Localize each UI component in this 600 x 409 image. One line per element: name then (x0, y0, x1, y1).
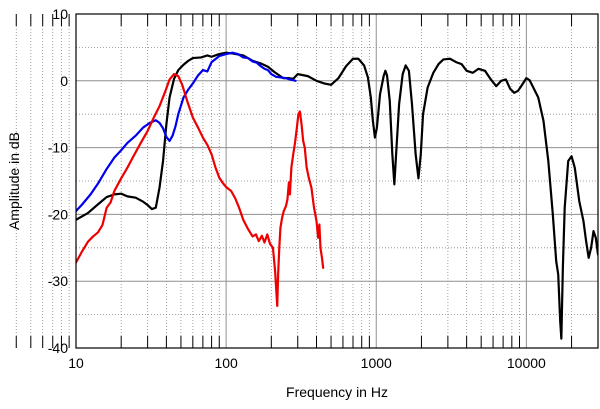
y-tick-labels: 10 0 -10 -20 -30 -40 (48, 6, 68, 356)
black-response-line (76, 51, 598, 340)
red-response-line (76, 73, 325, 308)
y-axis-label: Amplitude in dB (6, 132, 22, 230)
x-tick-label: 10 (68, 355, 84, 371)
y-tick-label: -20 (48, 206, 68, 222)
x-tick-label: 10000 (507, 355, 546, 371)
plot-frame (75, 13, 599, 349)
tick-marks (15, 14, 599, 348)
x-tick-label: 1000 (361, 355, 392, 371)
series-layer (76, 51, 598, 340)
y-tick-label: -40 (48, 340, 68, 356)
x-tick-label: 100 (214, 355, 238, 371)
x-tick-labels: 10 100 1000 10000 (68, 355, 546, 371)
blue-response-line (76, 51, 297, 213)
x-axis-label: Frequency in Hz (286, 384, 388, 400)
major-grid (76, 14, 598, 348)
y-tick-label: 0 (60, 73, 68, 89)
minor-grid (15, 14, 599, 348)
y-tick-label: -10 (48, 140, 68, 156)
y-tick-label: 10 (52, 6, 68, 22)
y-tick-label: -30 (48, 273, 68, 289)
